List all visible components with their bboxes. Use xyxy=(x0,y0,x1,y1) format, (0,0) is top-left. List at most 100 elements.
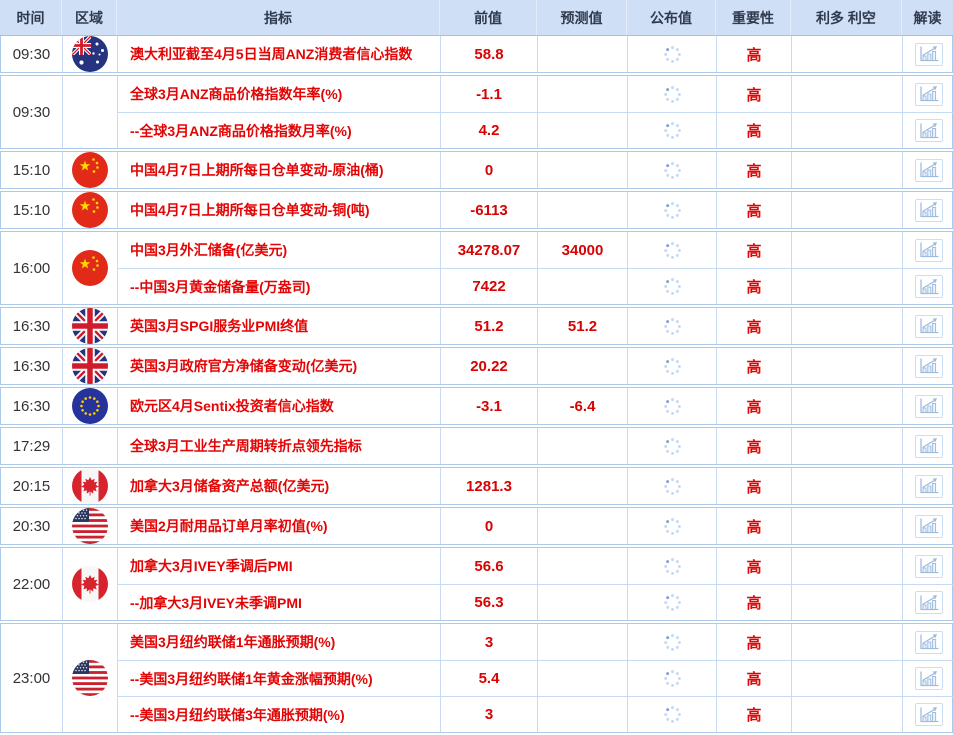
region-cell xyxy=(63,308,118,344)
table-header-row: 时间 区域 指标 前值 预测值 公布值 重要性 利多 利空 解读 xyxy=(0,0,953,36)
table-row[interactable]: 中国4月7日上期所每日仓单变动-铜(吨) -6113 高 xyxy=(118,192,953,228)
table-row[interactable]: 全球3月工业生产周期转折点领先指标 高 xyxy=(118,428,953,464)
interpret-chart-button[interactable] xyxy=(914,119,943,142)
table-row[interactable]: 中国4月7日上期所每日仓单变动-原油(桶) 0 高 xyxy=(118,152,953,188)
table-row[interactable]: 澳大利亚截至4月5日当周ANZ消费者信心指数 58.8 高 xyxy=(118,36,953,72)
indicator-label[interactable]: 英国3月政府官方净储备变动(亿美元) xyxy=(118,348,441,384)
table-row[interactable]: 全球3月ANZ商品价格指数年率(%) -1.1 高 xyxy=(118,76,953,112)
interpret-chart-button[interactable] xyxy=(914,434,943,458)
indicator-label[interactable]: 美国3月纽约联储1年通胀预期(%) xyxy=(118,624,441,660)
interpret-chart-button[interactable] xyxy=(914,82,943,106)
indicator-label[interactable]: 美国2月耐用品订单月率初值(%) xyxy=(118,508,441,544)
bar-chart-up-icon xyxy=(919,279,939,295)
importance-value: 高 xyxy=(717,388,792,424)
table-row[interactable]: 美国3月纽约联储1年通胀预期(%) 3 高 xyxy=(118,624,953,660)
region-cell xyxy=(63,548,118,620)
published-value xyxy=(628,548,717,584)
region-cell xyxy=(63,468,118,504)
previous-value: 3 xyxy=(441,697,538,732)
interpret-chart-button[interactable] xyxy=(914,354,943,378)
interpret-chart-button[interactable] xyxy=(914,554,943,578)
interpret-chart-button[interactable] xyxy=(914,591,943,614)
indicator-label[interactable]: 澳大利亚截至4月5日当周ANZ消费者信心指数 xyxy=(118,36,441,72)
importance-value: 高 xyxy=(717,113,792,148)
loading-spinner-icon xyxy=(663,517,682,536)
indicator-label[interactable]: 英国3月SPGI服务业PMI终值 xyxy=(118,308,441,344)
indicator-label[interactable]: 全球3月ANZ商品价格指数年率(%) xyxy=(118,76,441,112)
published-value xyxy=(628,388,717,424)
forecast-value xyxy=(538,624,628,660)
indicator-label[interactable]: 中国4月7日上期所每日仓单变动-铜(吨) xyxy=(118,192,441,228)
interpret-chart-button[interactable] xyxy=(914,514,943,538)
table-row[interactable]: --美国3月纽约联储3年通胀预期(%) 3 高 xyxy=(118,696,953,732)
forecast-value xyxy=(538,76,628,112)
previous-value xyxy=(441,428,538,464)
table-row[interactable]: 英国3月SPGI服务业PMI终值 51.2 51.2 高 xyxy=(118,308,953,344)
time-cell: 17:29 xyxy=(1,428,63,464)
interpret-cell xyxy=(903,113,953,148)
bull-bear-value xyxy=(792,113,903,148)
header-forecast: 预测值 xyxy=(537,0,627,35)
interpret-chart-button[interactable] xyxy=(914,275,943,298)
interpret-chart-button[interactable] xyxy=(914,667,943,690)
flag-usa-icon xyxy=(72,508,108,544)
interpret-cell xyxy=(903,585,953,620)
event-group: 15:10 中国4月7日上期所每日仓单变动-铜(吨) -6113 高 xyxy=(0,191,953,229)
table-row[interactable]: 欧元区4月Sentix投资者信心指数 -3.1 -6.4 高 xyxy=(118,388,953,424)
indicator-label[interactable]: --加拿大3月IVEY未季调PMI xyxy=(118,585,441,620)
header-time: 时间 xyxy=(0,0,62,35)
interpret-chart-button[interactable] xyxy=(914,630,943,654)
table-row[interactable]: 加拿大3月储备资产总额(亿美元) 1281.3 高 xyxy=(118,468,953,504)
interpret-chart-button[interactable] xyxy=(914,394,943,418)
indicator-label[interactable]: 全球3月工业生产周期转折点领先指标 xyxy=(118,428,441,464)
previous-value: 5.4 xyxy=(441,661,538,696)
indicator-label[interactable]: --美国3月纽约联储1年黄金涨幅预期(%) xyxy=(118,661,441,696)
region-cell xyxy=(63,152,118,188)
indicator-label[interactable]: 加拿大3月IVEY季调后PMI xyxy=(118,548,441,584)
interpret-cell xyxy=(903,152,953,188)
forecast-value xyxy=(538,661,628,696)
indicator-label[interactable]: --全球3月ANZ商品价格指数月率(%) xyxy=(118,113,441,148)
interpret-chart-button[interactable] xyxy=(914,158,943,182)
header-importance: 重要性 xyxy=(716,0,791,35)
table-row[interactable]: 美国2月耐用品订单月率初值(%) 0 高 xyxy=(118,508,953,544)
table-row[interactable]: --中国3月黄金储备量(万盎司) 7422 高 xyxy=(118,268,953,304)
interpret-chart-button[interactable] xyxy=(914,198,943,222)
region-cell xyxy=(63,232,118,304)
interpret-cell xyxy=(903,624,953,660)
region-cell xyxy=(63,388,118,424)
table-row[interactable]: 英国3月政府官方净储备变动(亿美元) 20.22 高 xyxy=(118,348,953,384)
interpret-chart-button[interactable] xyxy=(914,703,943,726)
interpret-cell xyxy=(903,76,953,112)
previous-value: 0 xyxy=(441,152,538,188)
interpret-chart-button[interactable] xyxy=(914,42,943,66)
indicator-label[interactable]: --中国3月黄金储备量(万盎司) xyxy=(118,269,441,304)
importance-value: 高 xyxy=(717,697,792,732)
loading-spinner-icon xyxy=(663,201,682,220)
region-cell xyxy=(63,348,118,384)
table-row[interactable]: 中国3月外汇储备(亿美元) 34278.07 34000 高 xyxy=(118,232,953,268)
event-group: 16:30 英国3月SPGI服务业PMI终值 51.2 51.2 高 xyxy=(0,307,953,345)
interpret-chart-button[interactable] xyxy=(914,238,943,262)
indicator-label[interactable]: 中国4月7日上期所每日仓单变动-原油(桶) xyxy=(118,152,441,188)
indicator-label[interactable]: 中国3月外汇储备(亿美元) xyxy=(118,232,441,268)
event-group: 23:00 美国3月纽约联储1年通胀预期(%) 3 高 --美国3月纽约联储1年… xyxy=(0,623,953,733)
table-row[interactable]: 加拿大3月IVEY季调后PMI 56.6 高 xyxy=(118,548,953,584)
interpret-chart-button[interactable] xyxy=(914,314,943,338)
table-row[interactable]: --全球3月ANZ商品价格指数月率(%) 4.2 高 xyxy=(118,112,953,148)
interpret-cell xyxy=(903,428,953,464)
indicator-label[interactable]: 欧元区4月Sentix投资者信心指数 xyxy=(118,388,441,424)
loading-spinner-icon xyxy=(663,241,682,260)
region-cell xyxy=(63,508,118,544)
previous-value: 56.6 xyxy=(441,548,538,584)
event-group: 09:30 澳大利亚截至4月5日当周ANZ消费者信心指数 58.8 高 xyxy=(0,36,953,73)
loading-spinner-icon xyxy=(663,705,682,724)
bull-bear-value xyxy=(792,348,903,384)
indicator-label[interactable]: --美国3月纽约联储3年通胀预期(%) xyxy=(118,697,441,732)
table-row[interactable]: --加拿大3月IVEY未季调PMI 56.3 高 xyxy=(118,584,953,620)
loading-spinner-icon xyxy=(663,437,682,456)
interpret-chart-button[interactable] xyxy=(914,474,943,498)
table-row[interactable]: --美国3月纽约联储1年黄金涨幅预期(%) 5.4 高 xyxy=(118,660,953,696)
indicator-label[interactable]: 加拿大3月储备资产总额(亿美元) xyxy=(118,468,441,504)
